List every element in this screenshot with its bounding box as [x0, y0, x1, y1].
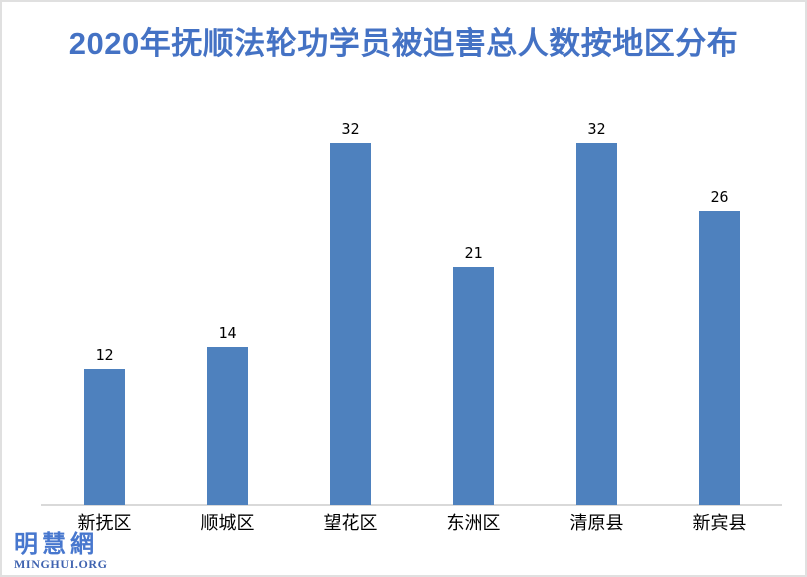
- bar-value-label: 32: [341, 120, 360, 138]
- x-axis-label: 望花区: [323, 513, 378, 533]
- minghui-watermark: 明慧網 MINGHUI.ORG: [14, 532, 108, 571]
- chart-title: 2020年抚顺法轮功学员被迫害总人数按地区分布: [68, 26, 739, 61]
- bar: [330, 143, 371, 505]
- bar: [453, 267, 494, 505]
- bar-value-label: 21: [464, 244, 483, 262]
- bar: [576, 143, 617, 505]
- x-axis-label: 顺城区: [200, 513, 255, 533]
- bar-value-label: 26: [710, 188, 729, 206]
- bar-value-label: 32: [587, 120, 606, 138]
- bar: [84, 369, 125, 505]
- x-axis-line: [41, 504, 782, 506]
- x-axis-label: 新宾县: [692, 513, 747, 533]
- x-axis-label: 东洲区: [446, 513, 501, 533]
- x-axis-label: 清原县: [569, 513, 624, 533]
- bar: [207, 347, 248, 505]
- minghui-logo-url: MINGHUI.ORG: [14, 557, 108, 571]
- bar-value-label: 14: [218, 324, 237, 342]
- bar-value-label: 12: [95, 346, 114, 364]
- x-axis-label: 新抚区: [77, 513, 132, 533]
- bar: [699, 211, 740, 505]
- minghui-logo-chinese: 明慧網: [14, 531, 98, 558]
